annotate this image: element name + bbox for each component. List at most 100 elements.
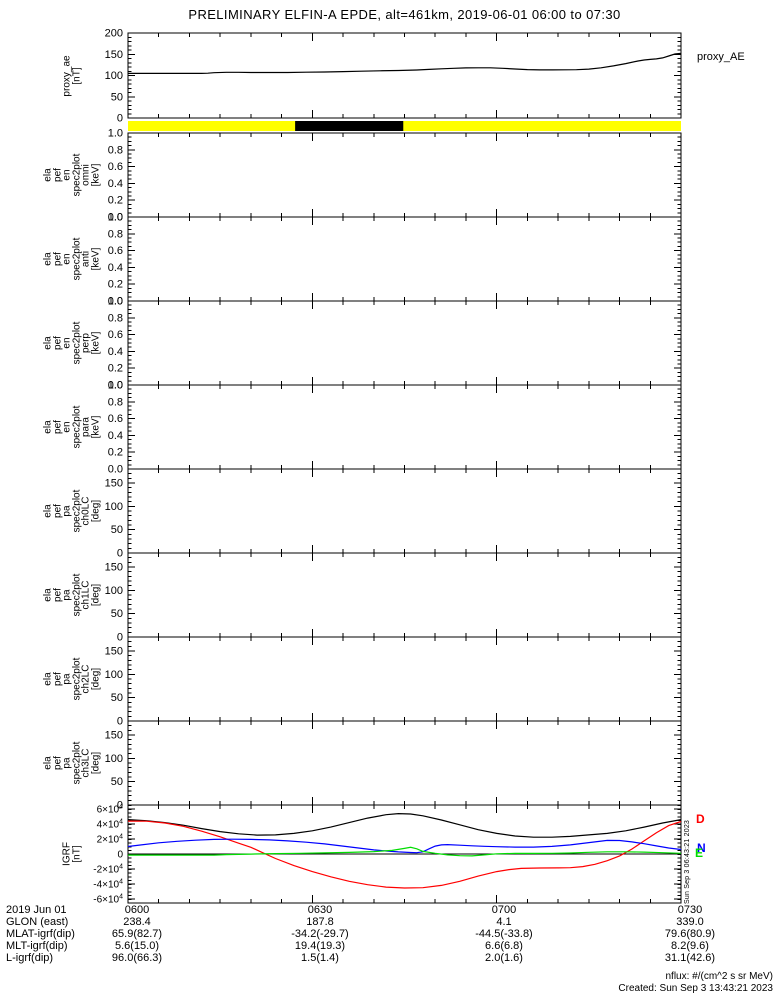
ephemeris-row-label: 2019 Jun 01 <box>6 904 67 916</box>
ephemeris-value: 0730 <box>677 904 703 916</box>
panel-proxy_ae: 0 50 100 150 200 <box>105 28 682 125</box>
ytick-label: 50 <box>111 692 123 704</box>
footer: nflux: #/(cm^2 s sr MeV) Created: Sun Se… <box>618 971 773 994</box>
nflux-units-label: nflux: #/(cm^2 s sr MeV) <box>665 971 774 982</box>
igrf-legend-letter-e: E <box>695 846 704 860</box>
ytick-label: -4×104 <box>93 878 123 890</box>
ytick-label: 0.8 <box>108 228 123 240</box>
ephemeris-value: 0600 <box>124 904 150 916</box>
ytick-label: 50 <box>111 91 123 103</box>
ytick-label: 0.4 <box>108 430 123 442</box>
ytick-label: 0 <box>117 800 123 812</box>
panel-en_omni: 0.0 0.2 0.4 0.6 0.8 1.0 <box>108 128 682 224</box>
igrf-legend-letter-n: N <box>697 841 706 855</box>
ephemeris-value: 31.1(42.6) <box>664 952 716 964</box>
ytick-label: 0.6 <box>108 329 123 341</box>
ytick-label: 6×104 <box>97 804 124 816</box>
ytick-label: 0.2 <box>108 447 123 459</box>
ephemeris-value: 5.6(15.0) <box>114 940 160 952</box>
ytick-label: 0.6 <box>108 161 123 173</box>
ytick-label: 0.6 <box>108 245 123 257</box>
ytick-label: 100 <box>105 70 123 82</box>
ephemeris-value: 8.2(9.6) <box>671 940 709 952</box>
ephemeris-value: 79.6(80.9) <box>664 928 716 940</box>
ytick-label: 0.0 <box>108 296 123 308</box>
ephemeris-value: 6.6(6.8) <box>485 940 523 952</box>
ephemeris-row-label: L-igrf(dip) <box>6 952 54 964</box>
ytick-label: 0 <box>117 716 123 728</box>
ylabel-pa_ch1LC: ela pef pa spec2plot ch1LC [deg] <box>42 573 102 617</box>
ytick-label: 100 <box>105 753 123 765</box>
ephemeris-value: 96.0(66.3) <box>111 952 163 964</box>
ytick-label: 0 <box>117 113 123 125</box>
ylabel-proxy_ae: proxy_ae [nT] <box>61 54 83 97</box>
igrf-legend-letter-d: D <box>696 812 705 826</box>
panel-pa_ch0LC: 0 50 100 150 <box>105 468 682 560</box>
series-proxy_AE <box>128 52 682 75</box>
ephemeris-value: 2.0(1.6) <box>485 952 523 964</box>
ytick-label: 150 <box>105 478 123 490</box>
ephemeris-value: -34.2(-29.7) <box>291 928 349 940</box>
ytick-label: 1.0 <box>108 296 123 308</box>
ytick-label: 0.4 <box>108 178 123 190</box>
ytick-label: 1.0 <box>108 212 123 224</box>
ylabel-pa_ch2LC: ela pef pa spec2plot ch2LC [deg] <box>42 657 102 701</box>
ylabel-en_anti: ela pef en spec2plot anti [keV] <box>42 237 102 281</box>
ephemeris-value: -44.5(-33.8) <box>475 928 533 940</box>
panel-pa_ch2LC: 0 50 100 150 <box>105 636 682 728</box>
series-B_total <box>127 812 682 838</box>
panel-en_para: 0.0 0.2 0.4 0.6 0.8 1.0 <box>108 380 682 476</box>
panel-en_anti: 0.0 0.2 0.4 0.6 0.8 1.0 <box>108 212 682 308</box>
ylabel-en_omni: ela pef en spec2plot omni [keV] <box>42 153 102 197</box>
ytick-label: 0.0 <box>108 464 123 476</box>
ytick-label: 100 <box>105 501 123 513</box>
panel-pa_ch1LC: 0 50 100 150 <box>105 552 682 644</box>
series-N_north <box>127 838 682 854</box>
ytick-label: 0.8 <box>108 396 123 408</box>
ytick-label: 0.0 <box>108 380 123 392</box>
ephemeris-row-label: GLON (east) <box>6 916 69 928</box>
ytick-label: 0 <box>117 632 123 644</box>
created-timestamp: Created: Sun Sep 3 13:43:21 2023 <box>618 982 773 994</box>
ytick-label: -2×104 <box>93 863 123 875</box>
ytick-label: 0.8 <box>108 144 123 156</box>
ephemeris-value: 19.4(19.3) <box>294 940 346 952</box>
ephemeris-value: 339.0 <box>676 916 704 928</box>
ytick-label: 0.8 <box>108 312 123 324</box>
ytick-label: 0.6 <box>108 413 123 425</box>
ytick-label: 1.0 <box>108 380 123 392</box>
panel-en_perp: 0.0 0.2 0.4 0.6 0.8 1.0 <box>108 296 682 392</box>
ephemeris-row-label: MLT-igrf(dip) <box>6 940 68 952</box>
ytick-label: 4×104 <box>97 819 124 831</box>
ytick-label: 0.4 <box>108 346 123 358</box>
panel-availability_bar <box>128 121 681 131</box>
ytick-label: 150 <box>105 646 123 658</box>
sidebar-timestamp: Sun Sep 3 06:43:21 2023 <box>684 819 691 904</box>
ytick-label: 100 <box>105 669 123 681</box>
ephemeris-row-label: MLAT-igrf(dip) <box>6 928 75 940</box>
ytick-label: 0.2 <box>108 279 123 291</box>
panel-igrf: 6×104 4×104 2×104 0 -2×104 -4×104 -6×104 <box>93 804 682 905</box>
ytick-label: 50 <box>111 524 123 536</box>
ephemeris-value: 0700 <box>491 904 517 916</box>
ytick-label: 50 <box>111 776 123 788</box>
series-E_east <box>128 846 682 857</box>
ytick-label: 150 <box>105 562 123 574</box>
ytick-label: 0 <box>117 548 123 560</box>
ephemeris-value: 238.4 <box>123 916 151 928</box>
ylabel-pa_ch0LC: ela pef pa spec2plot ch0LC [deg] <box>42 489 102 533</box>
ytick-label: 50 <box>111 608 123 620</box>
ephemeris-value: 65.9(82.7) <box>111 928 163 940</box>
ytick-label: 0 <box>117 850 123 861</box>
ytick-label: 0.2 <box>108 195 123 207</box>
ytick-label: 1.0 <box>108 128 123 140</box>
panel-pa_ch3LC: 0 50 100 150 <box>105 720 682 812</box>
ytick-label: 0.4 <box>108 262 123 274</box>
ylabel-igrf: IGRF [nT] <box>61 842 83 866</box>
series-D_down <box>127 820 682 889</box>
ephemeris-value: 1.5(1.4) <box>301 952 339 964</box>
page-title: PRELIMINARY ELFIN-A EPDE, alt=461km, 201… <box>188 7 621 22</box>
ytick-label: 0.2 <box>108 363 123 375</box>
ephemeris-value: 4.1 <box>496 916 512 928</box>
